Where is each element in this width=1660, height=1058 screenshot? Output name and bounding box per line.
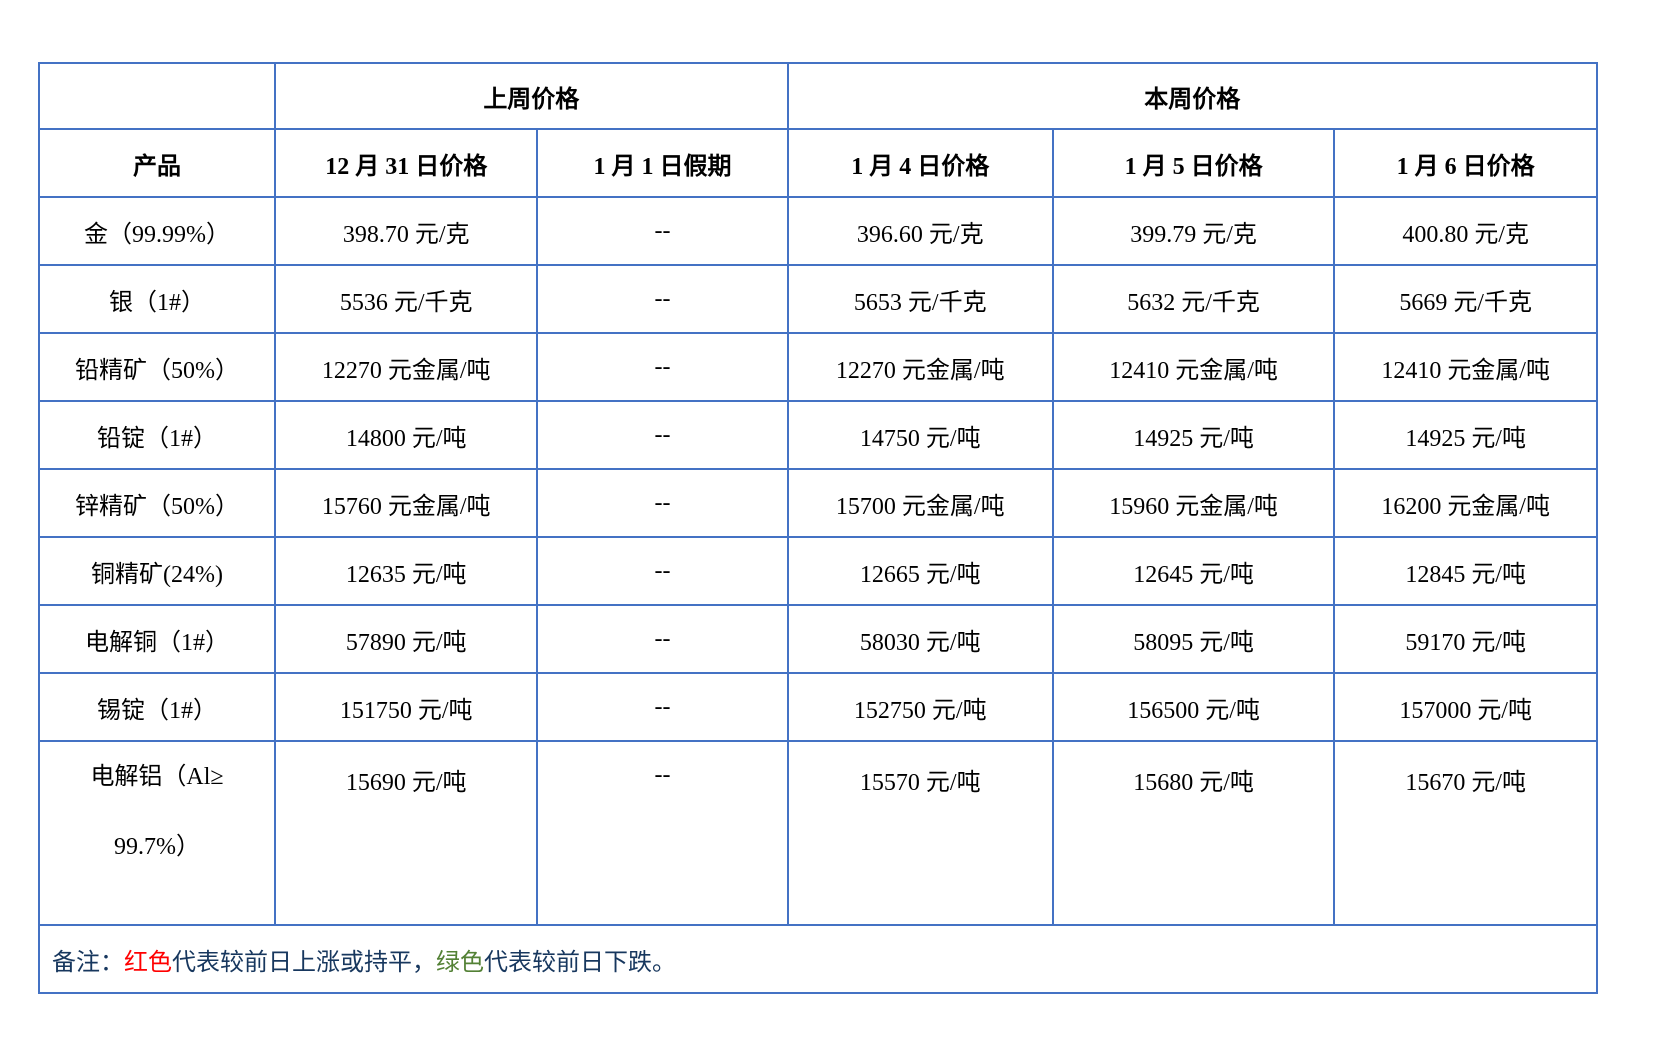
price-cell: 57890 元/吨 — [274, 604, 539, 674]
note-suffix: 代表较前日下跌。 — [484, 949, 676, 976]
price-cell: -- — [536, 604, 789, 674]
col-header-dec31: 12 月 31 日价格 — [274, 128, 539, 198]
price-cell: 398.70 元/克 — [274, 196, 539, 266]
price-cell: 15690 元/吨 — [274, 740, 539, 926]
product-cell: 锌精矿（50%） — [37, 468, 277, 538]
product-cell: 锡锭（1#） — [37, 672, 277, 742]
price-cell: 12410 元金属/吨 — [1051, 332, 1336, 402]
price-cell: 396.60 元/克 — [786, 196, 1054, 266]
price-cell: 14925 元/吨 — [1051, 400, 1336, 470]
price-cell: 5536 元/千克 — [274, 264, 539, 334]
table-row: 电解铜（1#） 57890 元/吨 -- 58030 元/吨 58095 元/吨 5917… — [37, 604, 1598, 674]
group-header-this-week: 本周价格 — [786, 62, 1599, 130]
price-cell: 5632 元/千克 — [1051, 264, 1336, 334]
price-cell: 5653 元/千克 — [786, 264, 1054, 334]
price-cell: 59170 元/吨 — [1333, 604, 1598, 674]
note-red-label: 红色 — [124, 949, 172, 976]
table-row: 电解铝（Al≥ 99.7%） 15690 元/吨 -- 15570 元/吨 15680 … — [37, 740, 1598, 926]
price-cell: -- — [536, 468, 789, 538]
price-cell: 15760 元金属/吨 — [274, 468, 539, 538]
price-cell: 58095 元/吨 — [1051, 604, 1336, 674]
price-cell: 12665 元/吨 — [786, 536, 1054, 606]
price-cell: 152750 元/吨 — [786, 672, 1054, 742]
table-row: 铅精矿（50%） 12270 元金属/吨 -- 12270 元金属/吨 12410 元金… — [37, 332, 1598, 402]
price-cell: 157000 元/吨 — [1333, 672, 1598, 742]
col-header-jan6: 1 月 6 日价格 — [1333, 128, 1598, 198]
price-cell: 12645 元/吨 — [1051, 536, 1336, 606]
product-cell: 电解铜（1#） — [37, 604, 277, 674]
table-row: 锌精矿（50%） 15760 元金属/吨 -- 15700 元金属/吨 15960 元金… — [37, 468, 1598, 538]
table-row: 金（99.99%） 398.70 元/克 -- 396.60 元/克 399.79 元/… — [37, 196, 1598, 266]
price-cell: 12270 元金属/吨 — [274, 332, 539, 402]
metal-price-table: 上周价格 本周价格 产品 12 月 31 日价格 1 月 1 日假期 1 月 4… — [37, 62, 1599, 994]
price-cell: -- — [536, 536, 789, 606]
col-header-jan5: 1 月 5 日价格 — [1051, 128, 1336, 198]
table-row: 锡锭（1#） 151750 元/吨 -- 152750 元/吨 156500 元/吨 15… — [37, 672, 1598, 742]
product-cell: 银（1#） — [37, 264, 277, 334]
price-cell: 14925 元/吨 — [1333, 400, 1598, 470]
price-cell: 14750 元/吨 — [786, 400, 1054, 470]
price-cell: 156500 元/吨 — [1051, 672, 1336, 742]
price-cell: -- — [536, 332, 789, 402]
note-mid: 代表较前日上涨或持平， — [172, 949, 436, 976]
note-prefix: 备注： — [52, 949, 124, 976]
price-cell: -- — [536, 196, 789, 266]
col-header-jan4: 1 月 4 日价格 — [786, 128, 1054, 198]
price-cell: -- — [536, 740, 789, 926]
product-cell: 铅精矿（50%） — [37, 332, 277, 402]
price-cell: 12635 元/吨 — [274, 536, 539, 606]
table-row: 铅锭（1#） 14800 元/吨 -- 14750 元/吨 14925 元/吨 14925… — [37, 400, 1598, 470]
note-green-label: 绿色 — [436, 949, 484, 976]
price-cell: -- — [536, 400, 789, 470]
price-cell: 399.79 元/克 — [1051, 196, 1336, 266]
price-cell: 15670 元/吨 — [1333, 740, 1598, 926]
col-header-jan1: 1 月 1 日假期 — [536, 128, 789, 198]
price-cell: 12410 元金属/吨 — [1333, 332, 1598, 402]
price-cell: 12845 元/吨 — [1333, 536, 1598, 606]
corner-cell — [37, 62, 277, 130]
note-cell: 备注：红色代表较前日上涨或持平，绿色代表较前日下跌。 — [38, 924, 1598, 994]
group-header-last-week: 上周价格 — [274, 62, 789, 130]
table-row: 银（1#） 5536 元/千克 -- 5653 元/千克 5632 元/千克 5669 元… — [37, 264, 1598, 334]
product-cell: 铜精矿(24%) — [37, 536, 277, 606]
price-cell: 15570 元/吨 — [786, 740, 1054, 926]
price-cell: 15700 元金属/吨 — [786, 468, 1054, 538]
price-cell: 15960 元金属/吨 — [1051, 468, 1336, 538]
price-cell: 151750 元/吨 — [274, 672, 539, 742]
price-cell: 58030 元/吨 — [786, 604, 1054, 674]
price-cell: 12270 元金属/吨 — [786, 332, 1054, 402]
product-cell: 铅锭（1#） — [37, 400, 277, 470]
col-header-product: 产品 — [37, 128, 277, 198]
price-cell: 400.80 元/克 — [1333, 196, 1598, 266]
note-row: 备注：红色代表较前日上涨或持平，绿色代表较前日下跌。 — [38, 924, 1598, 994]
price-cell: 14800 元/吨 — [274, 400, 539, 470]
price-cell: 15680 元/吨 — [1051, 740, 1336, 926]
price-cell: 5669 元/千克 — [1333, 264, 1598, 334]
group-header-row: 上周价格 本周价格 — [37, 62, 1599, 130]
product-cell: 电解铝（Al≥ 99.7%） — [37, 740, 277, 926]
product-cell: 金（99.99%） — [37, 196, 277, 266]
table-row: 铜精矿(24%) 12635 元/吨 -- 12665 元/吨 12645 元/吨 128… — [37, 536, 1598, 606]
price-cell: -- — [536, 264, 789, 334]
column-header-row: 产品 12 月 31 日价格 1 月 1 日假期 1 月 4 日价格 1 月 5… — [37, 128, 1598, 198]
price-cell: -- — [536, 672, 789, 742]
price-cell: 16200 元金属/吨 — [1333, 468, 1598, 538]
